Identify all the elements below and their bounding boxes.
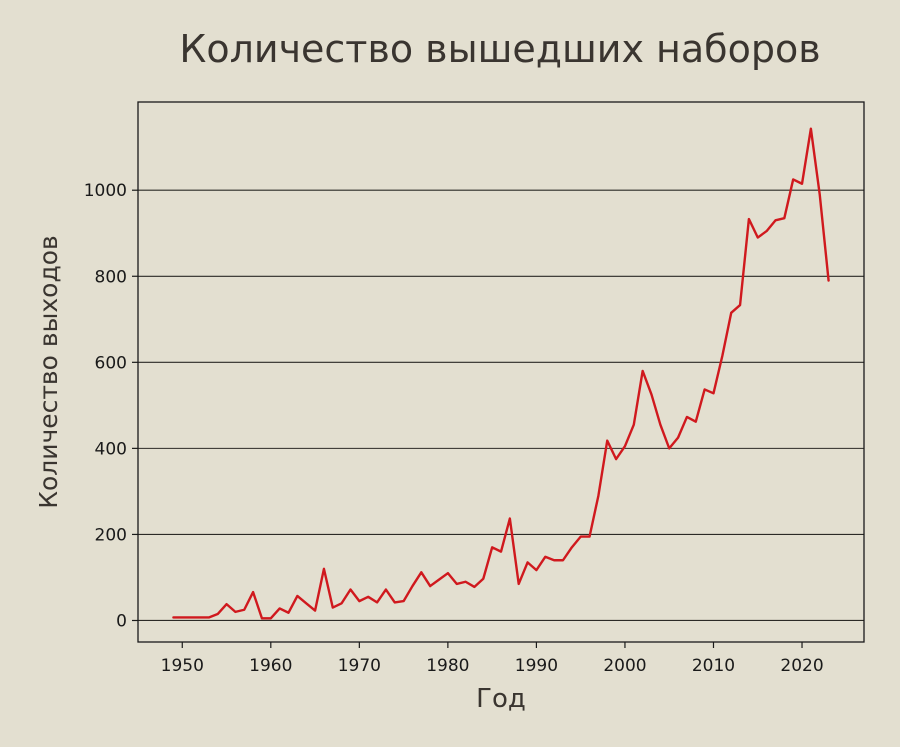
- y-tick-label: 800: [95, 267, 127, 287]
- y-tick-label: 200: [95, 525, 127, 545]
- axis-ticks: 0 200 400 600 800 1000 1950 1960 1970 1980 1990 200…: [84, 181, 824, 676]
- x-axis-label: Год: [476, 684, 526, 714]
- gridlines: [138, 189, 864, 622]
- chart-title: Количество вышедших наборов: [179, 27, 820, 71]
- x-tick-label: 1960: [249, 656, 292, 676]
- x-tick-label: 1990: [515, 656, 558, 676]
- x-tick-label: 1980: [426, 656, 469, 676]
- y-tick-label: 600: [95, 353, 127, 373]
- x-tick-label: 1950: [161, 656, 204, 676]
- x-tick-label: 2010: [692, 656, 735, 676]
- x-tick-label: 2020: [780, 656, 823, 676]
- plot-area-frame: [137, 101, 865, 643]
- x-tick-label: 1970: [338, 656, 381, 676]
- y-tick-label: 1000: [84, 181, 127, 201]
- series-layer: [172, 127, 830, 620]
- x-tick-label: 2000: [603, 656, 646, 676]
- y-axis-label: Количество выходов: [34, 235, 63, 509]
- series-line: [172, 127, 830, 620]
- y-tick-label: 400: [95, 439, 127, 459]
- y-tick-label: 0: [116, 611, 127, 631]
